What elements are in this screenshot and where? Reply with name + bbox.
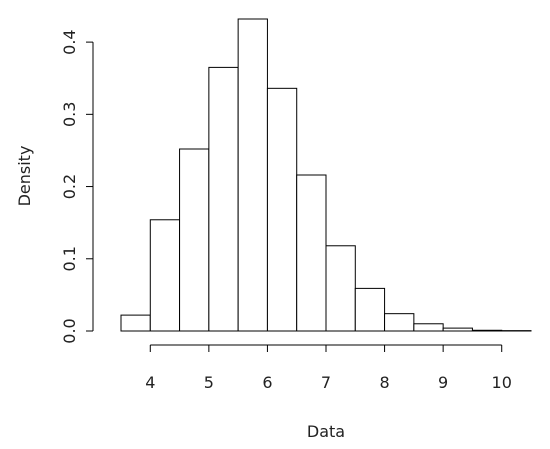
histogram-bar — [266, 87, 298, 332]
histogram-bar — [442, 327, 473, 332]
histogram-bars — [120, 18, 532, 332]
histogram-bar — [296, 174, 327, 332]
y-tick-label: 0.2 — [60, 174, 79, 199]
x-axis: 4 5 6 7 8 9 10 — [145, 344, 512, 392]
histogram-bar — [384, 313, 415, 332]
histogram-bar — [149, 219, 181, 332]
histogram-bar — [413, 323, 444, 332]
histogram-bar — [179, 148, 210, 332]
histogram-bar — [120, 314, 151, 332]
y-axis: 0.0 0.1 0.2 0.3 0.4 — [60, 29, 94, 344]
y-tick-label: 0.0 — [60, 318, 79, 343]
x-tick-label: 7 — [321, 373, 331, 392]
x-tick-label: 5 — [204, 373, 214, 392]
x-tick-label: 6 — [262, 373, 272, 392]
x-tick-label: 10 — [492, 373, 512, 392]
histogram-bar — [325, 245, 356, 332]
y-axis-title: Density — [15, 146, 34, 207]
x-tick-label: 9 — [438, 373, 448, 392]
histogram-bar — [471, 329, 503, 332]
y-tick-label: 0.3 — [60, 102, 79, 127]
histogram-bar — [208, 66, 239, 332]
histogram-bar — [354, 287, 386, 332]
x-axis-title: Data — [307, 422, 345, 441]
x-tick-label: 4 — [145, 373, 155, 392]
y-tick-label: 0.1 — [60, 246, 79, 271]
x-tick-label: 8 — [379, 373, 389, 392]
y-tick-label: 0.4 — [60, 29, 79, 54]
histogram-bar — [237, 18, 268, 332]
